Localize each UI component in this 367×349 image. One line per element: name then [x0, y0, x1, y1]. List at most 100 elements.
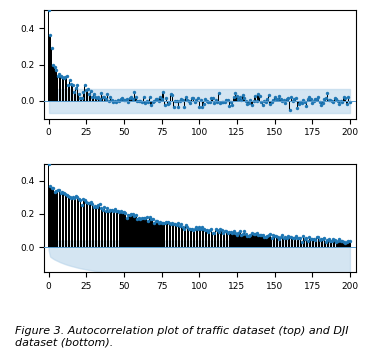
- Bar: [220, 229, 221, 247]
- Point: [267, 231, 273, 237]
- Point: [83, 87, 89, 93]
- Point: [64, 192, 70, 198]
- Point: [142, 100, 148, 105]
- Point: [141, 94, 146, 99]
- Point: [285, 233, 291, 239]
- Bar: [190, 101, 191, 103]
- Bar: [200, 100, 201, 101]
- Point: [270, 232, 276, 238]
- Bar: [150, 101, 152, 105]
- Point: [70, 194, 76, 199]
- Bar: [284, 101, 286, 103]
- Bar: [131, 214, 132, 247]
- Bar: [117, 100, 119, 101]
- Point: [171, 104, 177, 109]
- Point: [306, 94, 312, 100]
- Bar: [328, 239, 330, 247]
- Point: [327, 97, 333, 103]
- Bar: [346, 101, 348, 104]
- Point: [89, 94, 95, 99]
- Point: [341, 239, 347, 245]
- Bar: [316, 99, 317, 101]
- Point: [300, 97, 306, 103]
- Point: [332, 95, 338, 101]
- Point: [148, 217, 154, 222]
- Bar: [181, 224, 182, 247]
- Point: [128, 95, 134, 100]
- Bar: [73, 198, 75, 247]
- Point: [290, 235, 296, 241]
- Bar: [203, 229, 204, 247]
- Bar: [306, 238, 307, 247]
- Point: [118, 96, 124, 101]
- Bar: [297, 238, 298, 247]
- Bar: [321, 101, 322, 105]
- Point: [240, 92, 246, 98]
- Point: [278, 96, 284, 102]
- Point: [91, 205, 97, 210]
- Point: [330, 236, 336, 242]
- Point: [299, 101, 305, 106]
- Point: [326, 236, 332, 242]
- Bar: [304, 239, 305, 247]
- Bar: [333, 101, 334, 102]
- Point: [108, 207, 113, 213]
- Point: [315, 234, 321, 240]
- Point: [92, 203, 98, 209]
- Point: [62, 74, 68, 80]
- Point: [95, 94, 101, 99]
- Point: [216, 229, 222, 235]
- Point: [240, 231, 246, 237]
- Bar: [280, 99, 281, 101]
- Bar: [238, 233, 239, 247]
- Point: [308, 96, 314, 102]
- Point: [345, 238, 351, 244]
- Bar: [211, 98, 212, 101]
- Bar: [298, 238, 299, 247]
- Bar: [239, 97, 240, 101]
- Bar: [125, 213, 126, 247]
- Point: [98, 206, 104, 211]
- Bar: [62, 192, 63, 247]
- Point: [88, 88, 94, 94]
- Bar: [149, 217, 150, 247]
- Point: [276, 237, 282, 242]
- Point: [181, 104, 187, 110]
- Bar: [135, 97, 137, 101]
- Bar: [220, 101, 221, 103]
- Point: [127, 95, 133, 101]
- Bar: [194, 101, 195, 102]
- Point: [206, 229, 211, 235]
- Bar: [312, 238, 313, 247]
- Bar: [113, 101, 114, 102]
- Bar: [299, 101, 301, 102]
- Point: [217, 227, 223, 232]
- Point: [116, 98, 122, 103]
- Bar: [126, 99, 127, 101]
- Point: [337, 237, 342, 242]
- Bar: [227, 232, 229, 247]
- Point: [293, 96, 299, 101]
- Point: [163, 96, 169, 101]
- Point: [196, 104, 202, 110]
- Bar: [199, 101, 200, 107]
- Bar: [70, 84, 72, 101]
- Point: [64, 74, 70, 79]
- Point: [146, 94, 152, 100]
- Bar: [313, 239, 315, 247]
- Point: [208, 95, 214, 101]
- Point: [243, 231, 249, 237]
- Point: [276, 94, 282, 99]
- Point: [202, 96, 208, 102]
- Bar: [119, 212, 120, 247]
- Bar: [315, 240, 316, 247]
- Bar: [170, 224, 171, 247]
- Point: [324, 237, 330, 243]
- Point: [52, 65, 58, 70]
- Point: [130, 97, 136, 102]
- Bar: [87, 203, 88, 247]
- Bar: [303, 100, 304, 101]
- Point: [171, 221, 177, 227]
- Point: [178, 221, 184, 227]
- Bar: [310, 99, 311, 101]
